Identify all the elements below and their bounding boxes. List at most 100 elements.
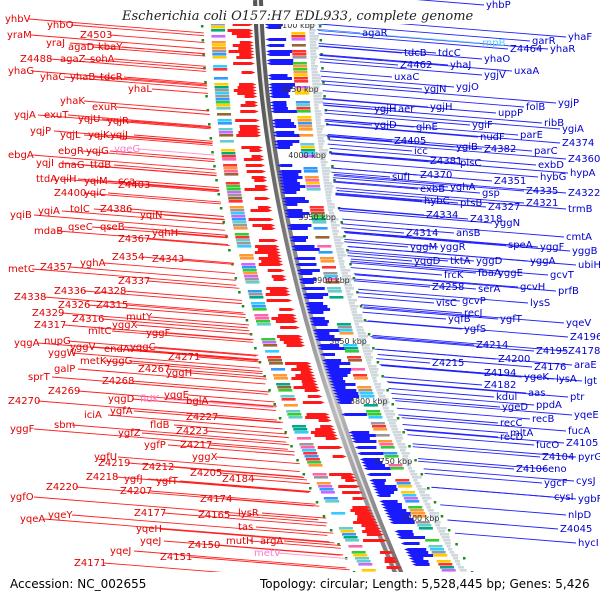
cog-block-left [228,200,243,203]
forward-gene-arrow [273,278,287,281]
gc-track [441,536,450,539]
cog-block-left [288,416,303,419]
cog-block-left [256,320,271,323]
gene-label: lysA [556,374,577,385]
gene-label: hybC [424,196,450,207]
connector-line [113,58,206,67]
gene-label: Z4314 [406,228,438,239]
connector-line [404,428,499,438]
reverse-strand-labels: yhbP agaR garR yhaF tdcB tdcC Z4464 yhaR Z4462 yh… [362,0,600,549]
gene-label: cysI [554,492,574,503]
gene-label: yqjI [36,158,54,169]
connector-line [395,400,573,416]
cog-block-left [251,305,266,308]
cog-block-right [380,446,395,449]
gc-track [319,149,329,152]
connector-line [33,496,319,521]
gc-track [308,23,316,26]
reverse-gene-arrow [268,83,296,86]
reverse-gene-arrow [341,413,367,416]
gene-label: ygjV [484,70,506,81]
forward-gene-arrow [320,425,335,428]
connector-line [69,266,236,281]
gene-label: ygjD [374,120,397,131]
gene-label: Z4220 [46,482,78,493]
reverse-gene-arrow [266,50,293,53]
gc-track [435,524,441,527]
connector-line [325,124,479,138]
tick-mark-left [209,137,213,140]
kbp-tick-label: 3800 kbp [350,397,388,406]
gene-label: Z4196 [570,332,600,343]
reverse-gene-arrow [266,62,294,65]
gene-label: metC [8,264,35,275]
cog-block-left [294,431,309,434]
gc-track [329,218,339,221]
gene-label: yggW [48,348,77,359]
gene-label: garR [532,36,556,47]
cog-block-right [353,374,368,377]
gene-label: prfB [558,286,579,297]
reverse-gene-arrow [359,458,380,461]
connector-line [332,177,449,188]
gc-track [430,515,439,518]
gc-track [339,266,346,269]
connector-line [333,175,525,192]
gc-track [352,314,363,317]
gene-label: yggN [494,218,520,229]
cog-block-left [226,188,241,191]
connector-line [360,304,463,314]
cog-block-right [296,104,311,107]
connector-line [83,192,222,205]
gene-label: hypA [570,168,596,179]
connector-line [31,268,237,286]
connector-line [175,232,229,238]
cog-block-left [262,341,277,344]
cog-block-left [256,323,271,326]
gc-track [459,569,467,572]
gc-track [376,389,385,392]
cog-block-left [340,530,355,533]
gene-label: gcvP [462,296,486,307]
cog-block-right [293,77,308,80]
gene-label: ygiB [456,142,478,153]
gene-label: yqiA [38,206,60,217]
gc-track [355,326,363,329]
connector-line [135,180,220,189]
reverse-gene-arrow [379,500,398,503]
forward-gene-arrow [354,512,374,515]
gc-track [384,410,394,413]
connector-line [187,394,275,403]
reverse-gene-arrow [372,485,397,488]
gene-label: Z4270 [8,396,40,407]
gene-label: endA [104,344,130,355]
gene-label: sufI [392,172,410,183]
forward-gene-arrow [280,326,300,329]
connector-line [121,46,206,55]
cog-block-left [225,182,240,185]
cog-block-right [366,410,381,413]
connector-line [151,88,209,94]
gene-label: Z4106 [516,464,548,475]
kbp-tick-label: 3700 kbp [402,514,440,523]
gene-label: speA [508,240,533,251]
forward-gene-arrow [296,365,312,368]
gene-label: Z4338 [14,292,46,303]
connector-line [396,407,531,420]
tick-mark-left [273,403,276,406]
gene-label: ptsB [460,198,482,209]
gene-label: uppP [498,108,523,119]
reverse-gene-arrow [324,368,352,371]
gene-label: Z4215 [432,358,464,369]
gene-label: tktA [450,256,471,267]
cog-block-right [430,548,445,551]
gene-label: yqgA [14,338,40,349]
gc-track [454,560,461,563]
tick-mark-left [208,123,211,126]
connector-line [317,29,481,44]
reverse-gene-arrow [299,281,314,284]
gc-track [426,506,431,509]
tick-mark-left [238,291,241,294]
forward-gene-arrow [245,164,266,167]
